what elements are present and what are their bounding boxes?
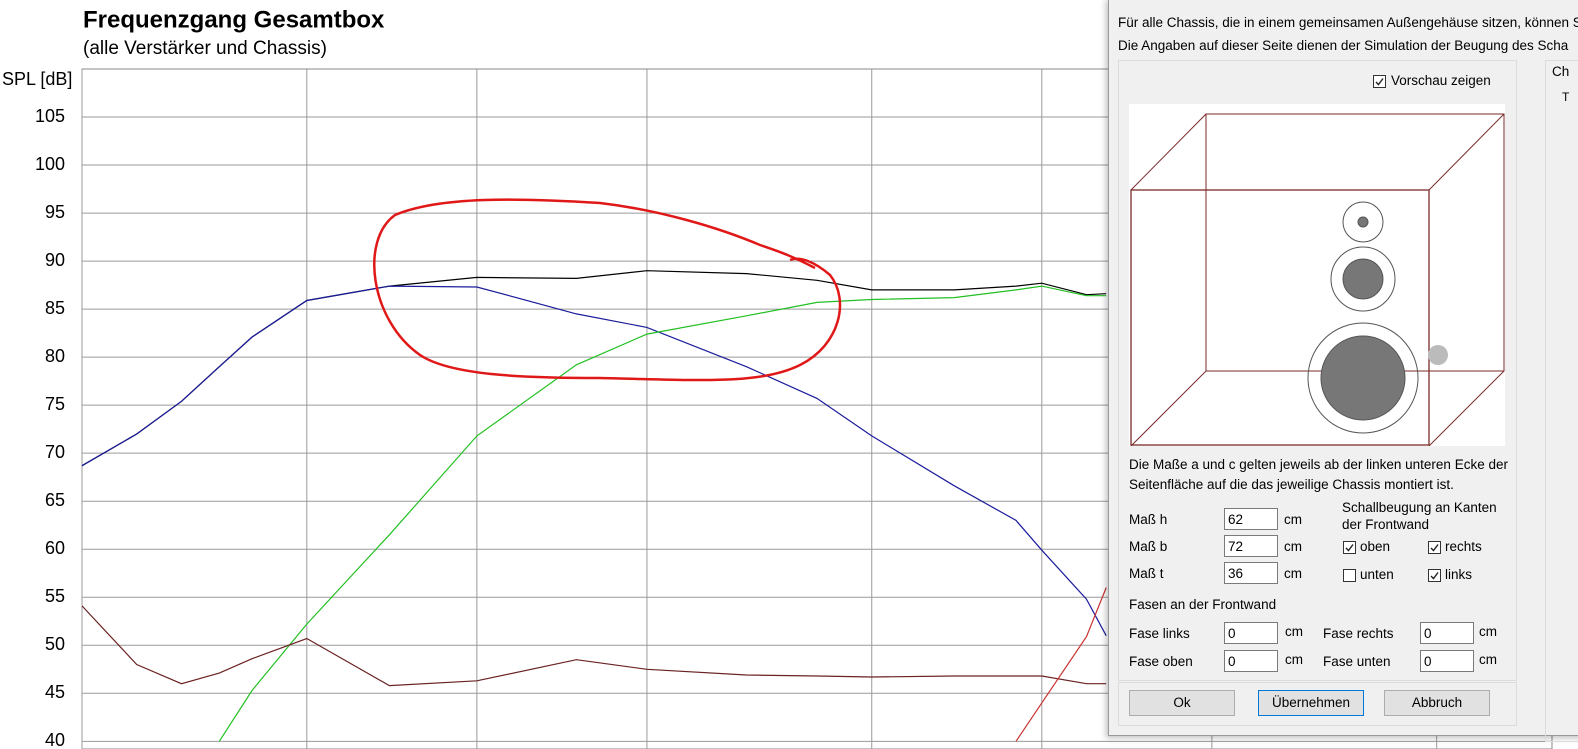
- series-line: [81, 605, 1107, 687]
- section-label: Schallbeugung an Kanten: [1342, 500, 1497, 515]
- cancel-button[interactable]: Abbruch: [1384, 690, 1490, 716]
- intro-text: Für alle Chassis, die in einem gemeinsam…: [1118, 15, 1578, 30]
- check-mark: [1430, 572, 1439, 580]
- checkbox[interactable]: [1343, 569, 1356, 582]
- field-unit: cm: [1285, 624, 1303, 639]
- y-tick-label: 40: [45, 730, 65, 749]
- check-stroke: [1375, 78, 1384, 86]
- note-text: Seitenfläche auf die das jeweilige Chass…: [1129, 477, 1454, 492]
- section-label: der Frontwand: [1342, 517, 1430, 532]
- y-tick-label: 50: [45, 634, 65, 654]
- y-tick-label: 45: [45, 682, 65, 702]
- field-unit: cm: [1284, 566, 1302, 581]
- text-field[interactable]: 36: [1224, 562, 1278, 584]
- y-axis-label: SPL [dB]: [2, 69, 72, 89]
- y-tick-label: 100: [35, 154, 65, 174]
- checkbox[interactable]: [1373, 75, 1386, 88]
- check-mark: [1375, 78, 1384, 86]
- ok-button[interactable]: Ok: [1129, 690, 1235, 716]
- chart-subtitle: (alle Verstärker und Chassis): [83, 38, 327, 59]
- apply-button[interactable]: Übernehmen: [1258, 690, 1364, 716]
- checkbox[interactable]: [1343, 541, 1356, 554]
- check-mark: [1345, 544, 1354, 552]
- checkbox-label[interactable]: links: [1445, 567, 1473, 582]
- field-unit: cm: [1284, 539, 1302, 554]
- field-label: Maß b: [1129, 539, 1168, 554]
- field-unit: cm: [1479, 624, 1497, 639]
- field-label: Maß t: [1129, 566, 1164, 581]
- field-label: Maß h: [1129, 512, 1168, 527]
- dialog: Für alle Chassis, die in einem gemeinsam…: [1108, 0, 1578, 742]
- field-label: Fase links: [1129, 626, 1190, 641]
- preview-bg: [1129, 104, 1505, 446]
- field-label: Fase oben: [1129, 654, 1193, 669]
- group-box: [1118, 60, 1517, 681]
- y-tick-label: 55: [45, 586, 65, 606]
- series-line: [1015, 587, 1107, 742]
- preview: [1129, 104, 1505, 446]
- series-line: [218, 285, 1107, 742]
- text-field[interactable]: 0: [1224, 622, 1278, 644]
- series-line: [81, 285, 1107, 636]
- y-tick-label: 65: [45, 490, 65, 510]
- note-text: Die Maße a und c gelten jeweils ab der l…: [1129, 457, 1508, 472]
- checkbox-label[interactable]: Vorschau zeigen: [1391, 73, 1491, 88]
- field-unit: cm: [1284, 512, 1302, 527]
- text-field[interactable]: 62: [1224, 508, 1278, 530]
- drivers: [1307, 201, 1448, 434]
- text-field[interactable]: 0: [1420, 622, 1474, 644]
- check-stroke: [1430, 572, 1439, 580]
- intro-text: Die Angaben auf dieser Seite dienen der …: [1118, 38, 1569, 53]
- text-field[interactable]: 72: [1224, 535, 1278, 557]
- y-tick-label: 70: [45, 442, 65, 462]
- text-field[interactable]: 0: [1420, 650, 1474, 672]
- plot: [81, 270, 1107, 742]
- checkbox-label[interactable]: rechts: [1445, 539, 1482, 554]
- series-line: [81, 270, 1107, 467]
- check-stroke: [1345, 544, 1354, 552]
- y-tick-label: 75: [45, 394, 65, 414]
- checkbox[interactable]: [1428, 541, 1441, 554]
- annotation-circle: [373, 198, 842, 382]
- y-tick-label: 105: [35, 106, 65, 126]
- text-field[interactable]: 0: [1224, 650, 1278, 672]
- tab-label: T: [1562, 90, 1570, 104]
- field-unit: cm: [1285, 652, 1303, 667]
- tab-label: Ch: [1552, 64, 1570, 79]
- check-stroke: [1430, 544, 1439, 552]
- y-tick-label: 85: [45, 298, 65, 318]
- check-mark: [1430, 544, 1439, 552]
- y-tick-label: 90: [45, 250, 65, 270]
- y-tick-label: 60: [45, 538, 65, 558]
- y-tick-label: 95: [45, 202, 65, 222]
- field-label: Fase unten: [1323, 654, 1391, 669]
- button-bar: [1118, 682, 1517, 726]
- section-label: Fasen an der Frontwand: [1129, 597, 1277, 612]
- y-tick-label: 80: [45, 346, 65, 366]
- group-box: [1545, 60, 1578, 742]
- field-unit: cm: [1479, 652, 1497, 667]
- checkbox[interactable]: [1428, 569, 1441, 582]
- checkbox-label[interactable]: oben: [1360, 539, 1391, 554]
- checkbox-label[interactable]: unten: [1360, 567, 1394, 582]
- chart-title: Frequenzgang Gesamtbox: [83, 6, 385, 33]
- field-label: Fase rechts: [1323, 626, 1394, 641]
